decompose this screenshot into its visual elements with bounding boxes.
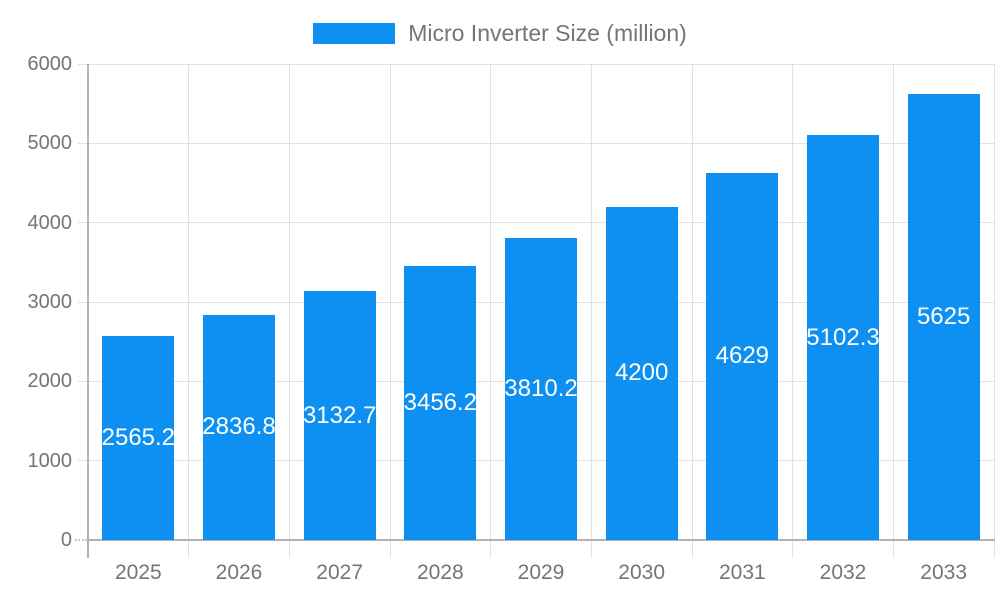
x-axis-tick-label: 2032 [819,561,867,584]
x-axis-tick-label: 2031 [718,561,766,584]
v-gridline [590,64,592,558]
y-axis-tick-label: 4000 [27,211,73,234]
v-gridline [892,64,894,558]
bar-value-label: 3810.2 [504,374,578,402]
zero-tick [75,539,87,541]
x-axis-tick-label: 2027 [316,561,364,584]
v-gridline [691,64,693,558]
v-gridline [288,64,290,558]
bar-2031[interactable]: 4629 [706,172,779,540]
bar-value-label: 4629 [715,342,770,370]
y-axis-tick-label: 3000 [27,291,73,313]
bar-value-label: 5102.3 [806,323,880,351]
y-axis-tick-label: 5000 [27,132,73,155]
x-axis-tick-label: 2025 [114,561,162,584]
x-axis-line [87,539,995,541]
bar-2027[interactable]: 3132.7 [302,291,377,540]
bar-2030[interactable]: 4200 [605,206,678,540]
bar-2025[interactable]: 2565.2 [101,336,176,540]
x-axis-tick-label: 2030 [618,561,666,584]
y-axis-line [87,64,89,558]
v-gridline [792,64,794,558]
y-axis-tick-label: 6000 [27,53,73,75]
bar-value-label: 3132.7 [302,401,377,429]
x-axis-tick-label: 2028 [416,561,464,584]
y-axis-tick-label: 0 [60,529,72,551]
bar-2033[interactable]: 5625 [907,93,980,540]
h-gridline [78,222,994,224]
bar-value-label: 3456.2 [403,388,478,416]
bar-value-label: 5625 [916,302,971,330]
x-axis-tick-label: 2026 [215,561,263,584]
legend-swatch [313,23,396,44]
bar-2029[interactable]: 3810.2 [504,237,578,540]
bar-value-label: 2565.2 [101,424,176,452]
h-gridline [78,142,994,144]
x-axis-tick-label: 2033 [920,561,968,584]
v-gridline [188,64,190,558]
bar-value-label: 4200 [614,359,669,387]
y-axis-tick-label: 1000 [27,449,73,472]
v-gridline [993,64,995,558]
bar-2032[interactable]: 5102.3 [806,135,880,540]
bar-value-label: 2836.8 [202,413,276,441]
v-gridline [490,64,492,558]
legend-label: Micro Inverter Size (million) [408,20,687,46]
h-gridline [78,63,994,65]
y-axis-tick-label: 2000 [27,370,73,393]
legend[interactable]: Micro Inverter Size (million) [0,20,1000,46]
bar-2026[interactable]: 2836.8 [202,314,276,540]
v-gridline [389,64,391,558]
bar-2028[interactable]: 3456.2 [403,265,478,540]
x-axis-tick-label: 2029 [517,561,565,584]
